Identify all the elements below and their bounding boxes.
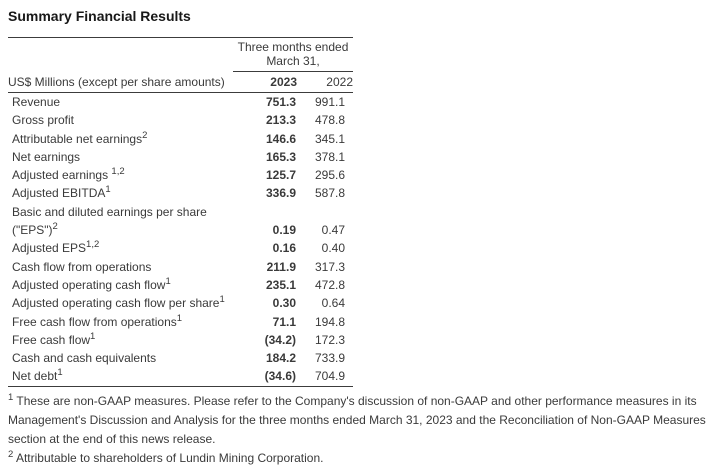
row-label: Adjusted operating cash flow per share1 bbox=[12, 294, 225, 311]
value-2022: 587.8 bbox=[314, 186, 345, 201]
value-2023: 336.9 bbox=[265, 186, 296, 201]
table-row: Adjusted EBITDA1 336.9 587.8 bbox=[8, 184, 353, 202]
footnote-reference: 2 bbox=[142, 129, 148, 141]
value-2023: 235.1 bbox=[265, 277, 296, 292]
table-row: Free cash flow1 (34.2) 172.3 bbox=[8, 331, 353, 349]
value-2022: 991.1 bbox=[314, 95, 345, 109]
table-row: Net debt1 (34.6) 704.9 bbox=[8, 367, 353, 386]
value-2022: 317.3 bbox=[314, 259, 345, 274]
value-2022: 0.40 bbox=[321, 241, 345, 256]
footnote-reference: 1 bbox=[165, 275, 171, 287]
period-header-row: Three months ended March 31, bbox=[8, 37, 353, 72]
footnote-reference: 1 bbox=[105, 184, 111, 196]
value-2023: 71.1 bbox=[272, 314, 296, 329]
financial-summary-table: Three months ended March 31, US$ Million… bbox=[8, 37, 353, 387]
table-row: Attributable net earnings2 146.6 345.1 bbox=[8, 130, 353, 148]
period-spacer-cell bbox=[8, 38, 233, 72]
table-row: Revenue 751.3 991.1 bbox=[8, 93, 353, 112]
table-row: Gross profit 213.3 478.8 bbox=[8, 111, 353, 129]
row-label: Adjusted EBITDA1 bbox=[12, 184, 111, 201]
footnote-marker: 2 bbox=[8, 448, 14, 460]
footnote-marker: 1 bbox=[8, 391, 14, 403]
row-label: Attributable net earnings2 bbox=[12, 129, 148, 146]
table-row: Adjusted EPS1,2 0.16 0.40 bbox=[8, 239, 353, 257]
row-label: Net debt1 bbox=[12, 367, 63, 384]
row-label: Cash and cash equivalents bbox=[12, 351, 157, 366]
footnote-reference: 1,2 bbox=[86, 239, 100, 251]
table-row: Adjusted earnings 1,2 125.7 295.6 bbox=[8, 166, 353, 184]
table-row: Cash and cash equivalents 184.2 733.9 bbox=[8, 349, 353, 367]
value-2023: 0.16 bbox=[272, 241, 296, 256]
value-2023: (34.2) bbox=[264, 332, 296, 347]
row-label: Adjusted earnings 1,2 bbox=[12, 166, 125, 183]
footnotes: 1 These are non-GAAP measures. Please re… bbox=[8, 392, 710, 468]
value-2022: 704.9 bbox=[314, 369, 345, 384]
table-row: Basic and diluted earnings per share ("E… bbox=[8, 203, 353, 240]
column-header-2023: 2023 bbox=[233, 71, 297, 93]
value-2023: 165.3 bbox=[265, 149, 296, 164]
period-header-cell: Three months ended March 31, bbox=[233, 37, 353, 72]
table-row: Adjusted operating cash flow1 235.1 472.8 bbox=[8, 276, 353, 294]
period-line-2: March 31, bbox=[266, 54, 320, 68]
table-row: Adjusted operating cash flow per share1 0… bbox=[8, 294, 353, 312]
value-2022: 378.1 bbox=[314, 149, 345, 164]
row-label: Adjusted operating cash flow1 bbox=[12, 275, 171, 292]
value-2023: 211.9 bbox=[266, 259, 296, 274]
value-2023: 184.2 bbox=[265, 351, 296, 366]
footnote-reference: 1 bbox=[219, 294, 225, 306]
row-label: Basic and diluted earnings per share ("E… bbox=[12, 204, 207, 238]
value-2023: 146.6 bbox=[265, 131, 296, 146]
footnote: 1 These are non-GAAP measures. Please re… bbox=[8, 391, 706, 446]
row-label: Gross profit bbox=[12, 113, 75, 128]
row-label: Free cash flow from operations1 bbox=[12, 312, 183, 329]
row-label: Cash flow from operations bbox=[12, 259, 152, 274]
value-2022: 0.64 bbox=[321, 296, 345, 311]
row-label: Free cash flow1 bbox=[12, 330, 96, 347]
value-2023: (34.6) bbox=[264, 369, 296, 384]
value-2023: 213.3 bbox=[265, 113, 296, 128]
footnote-reference: 1,2 bbox=[111, 166, 125, 178]
row-label: Revenue bbox=[12, 95, 61, 109]
value-2022: 194.8 bbox=[314, 314, 345, 329]
value-2023: 0.19 bbox=[272, 223, 296, 238]
value-2023: 0.30 bbox=[272, 296, 296, 311]
value-2022: 0.47 bbox=[321, 223, 345, 238]
table-row: Cash flow from operations 211.9 317.3 bbox=[8, 258, 353, 276]
table-body: Revenue 751.3 991.1 Gross profit 213.3 478.8 A… bbox=[8, 93, 353, 387]
value-2022: 472.8 bbox=[314, 277, 345, 292]
value-2023: 751.3 bbox=[265, 95, 296, 109]
footnote-reference: 2 bbox=[52, 221, 58, 233]
footnote: 2 Attributable to shareholders of Lundin… bbox=[8, 448, 324, 465]
footnote-reference: 1 bbox=[90, 330, 96, 342]
value-2022: 172.3 bbox=[314, 332, 345, 347]
unit-label: US$ Millions (except per share amounts) bbox=[8, 71, 233, 93]
column-header-2022: 2022 bbox=[297, 71, 353, 93]
value-2022: 478.8 bbox=[314, 113, 345, 128]
footnote-reference: 1 bbox=[57, 367, 63, 379]
page-title: Summary Financial Results bbox=[8, 8, 191, 24]
table-row: Free cash flow from operations1 71.1 194.8 bbox=[8, 313, 353, 331]
row-label: Net earnings bbox=[12, 149, 81, 164]
value-2022: 345.1 bbox=[314, 131, 345, 146]
table-header: Three months ended March 31, US$ Million… bbox=[8, 37, 353, 93]
period-line-1: Three months ended bbox=[237, 40, 349, 54]
value-2022: 733.9 bbox=[314, 351, 345, 366]
footnote-reference: 1 bbox=[176, 312, 183, 324]
column-header-row: US$ Millions (except per share amounts) … bbox=[8, 71, 353, 93]
table-row: Net earnings 165.3 378.1 bbox=[8, 148, 353, 166]
value-2023: 125.7 bbox=[265, 168, 296, 183]
value-2022: 295.6 bbox=[314, 168, 345, 183]
row-label: Adjusted EPS1,2 bbox=[12, 239, 100, 256]
